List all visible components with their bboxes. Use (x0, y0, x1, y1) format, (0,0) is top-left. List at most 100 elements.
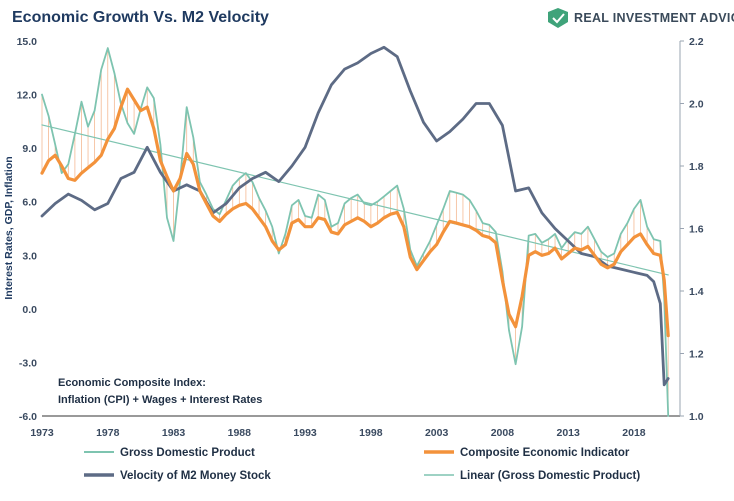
m2-velocity-point (541, 212, 543, 214)
gdp-point (574, 231, 576, 233)
y-axis-label: Interest Rates, GDP, Inflation (3, 156, 15, 299)
gdp-point (238, 178, 240, 180)
composite-point (107, 138, 109, 140)
composite-point (561, 258, 563, 260)
legend-label: Linear (Gross Domestic Product) (460, 470, 640, 482)
composite-point (225, 213, 227, 215)
composite-point (304, 226, 306, 228)
gdp-point (515, 363, 517, 365)
composite-point (390, 213, 392, 215)
gdp-point (607, 256, 609, 258)
gdp-point (409, 249, 411, 251)
gdp-point (370, 204, 372, 206)
composite-point (667, 335, 669, 337)
gdp-point (344, 203, 346, 205)
annotation-line-1: Economic Composite Index: (58, 377, 206, 389)
gdp-point (127, 122, 129, 124)
composite-point (646, 244, 648, 246)
m2-velocity-point (528, 187, 530, 189)
y-axis-left: 15.0 12.0 9.0 6.0 3.0 0.0 -3.0 -6.0 (17, 36, 38, 423)
composite-point (192, 163, 194, 165)
gdp-point (449, 190, 451, 192)
legend-item-gdp: Gross Domestic Product (84, 447, 255, 459)
composite-point (265, 226, 267, 228)
x-tick-label: 2008 (491, 427, 515, 439)
gdp-point (429, 240, 431, 242)
composite-point (41, 172, 43, 174)
gdp-point (521, 326, 523, 328)
gdp-point (173, 240, 175, 242)
gdp-point (357, 194, 359, 196)
legend: Gross Domestic Product Composite Economic… (84, 447, 640, 482)
composite-point (159, 160, 161, 162)
composite-point (271, 240, 273, 242)
gdp-point (640, 199, 642, 201)
composite-point (357, 217, 359, 219)
composite-point (278, 249, 280, 251)
composite-point (120, 106, 122, 108)
gdp-point (390, 190, 392, 192)
composite-point (534, 251, 536, 253)
gdp-point (317, 194, 319, 196)
gdp-point (534, 233, 536, 235)
gdp-point (324, 199, 326, 201)
composite-point (495, 242, 497, 244)
gdp-point (482, 222, 484, 224)
gdp-point (416, 265, 418, 267)
y2-tick-label: 1.2 (689, 349, 704, 361)
gdp-point (291, 204, 293, 206)
composite-point (232, 208, 234, 210)
composite-point (48, 160, 50, 162)
gdp-point (192, 136, 194, 138)
gdp-point (383, 195, 385, 197)
composite-point (376, 222, 378, 224)
gdp-point (561, 247, 563, 249)
composite-point (87, 167, 89, 169)
gdp-point (219, 213, 221, 215)
y-tick-label: -6.0 (19, 411, 37, 423)
m2-velocity-point (422, 121, 424, 123)
gdp-point (653, 238, 655, 240)
composite-point (54, 154, 56, 156)
composite-point (284, 244, 286, 246)
composite-point (133, 99, 135, 101)
gdp-point (212, 208, 214, 210)
y2-tick-label: 1.8 (689, 161, 704, 173)
m2-velocity-point (120, 178, 122, 180)
gdp-point (469, 199, 471, 201)
composite-point (469, 226, 471, 228)
gdp-point (159, 144, 161, 146)
y-tick-label: 9.0 (22, 143, 37, 155)
m2-velocity-point (225, 203, 227, 205)
composite-point (251, 208, 253, 210)
composite-point (449, 220, 451, 222)
composite-point (219, 220, 221, 222)
gdp-point (554, 233, 556, 235)
composite-point (482, 235, 484, 237)
m2-velocity-point (159, 171, 161, 173)
x-tick-label: 1993 (293, 427, 317, 439)
gdp-point (547, 238, 549, 240)
series-layer (40, 45, 670, 417)
composite-point (337, 233, 339, 235)
m2-velocity-point (620, 268, 622, 270)
composite-point (179, 178, 181, 180)
composite-point (409, 256, 411, 258)
composite-point (403, 226, 405, 228)
x-tick-label: 2013 (557, 427, 581, 439)
m2-velocity-point (646, 274, 648, 276)
gdp-point (396, 185, 398, 187)
composite-point (363, 220, 365, 222)
legend-label: Velocity of M2 Money Stock (120, 470, 271, 482)
brand-check-icon (552, 13, 565, 24)
m2-velocity-point (396, 56, 398, 58)
gdp-point (659, 240, 661, 242)
composite-point (475, 229, 477, 231)
gdp-point (133, 133, 135, 135)
gdp-point (646, 226, 648, 228)
m2-velocity-point (186, 184, 188, 186)
m2-velocity-point (357, 62, 359, 64)
composite-point (620, 251, 622, 253)
gdp-point (600, 251, 602, 253)
